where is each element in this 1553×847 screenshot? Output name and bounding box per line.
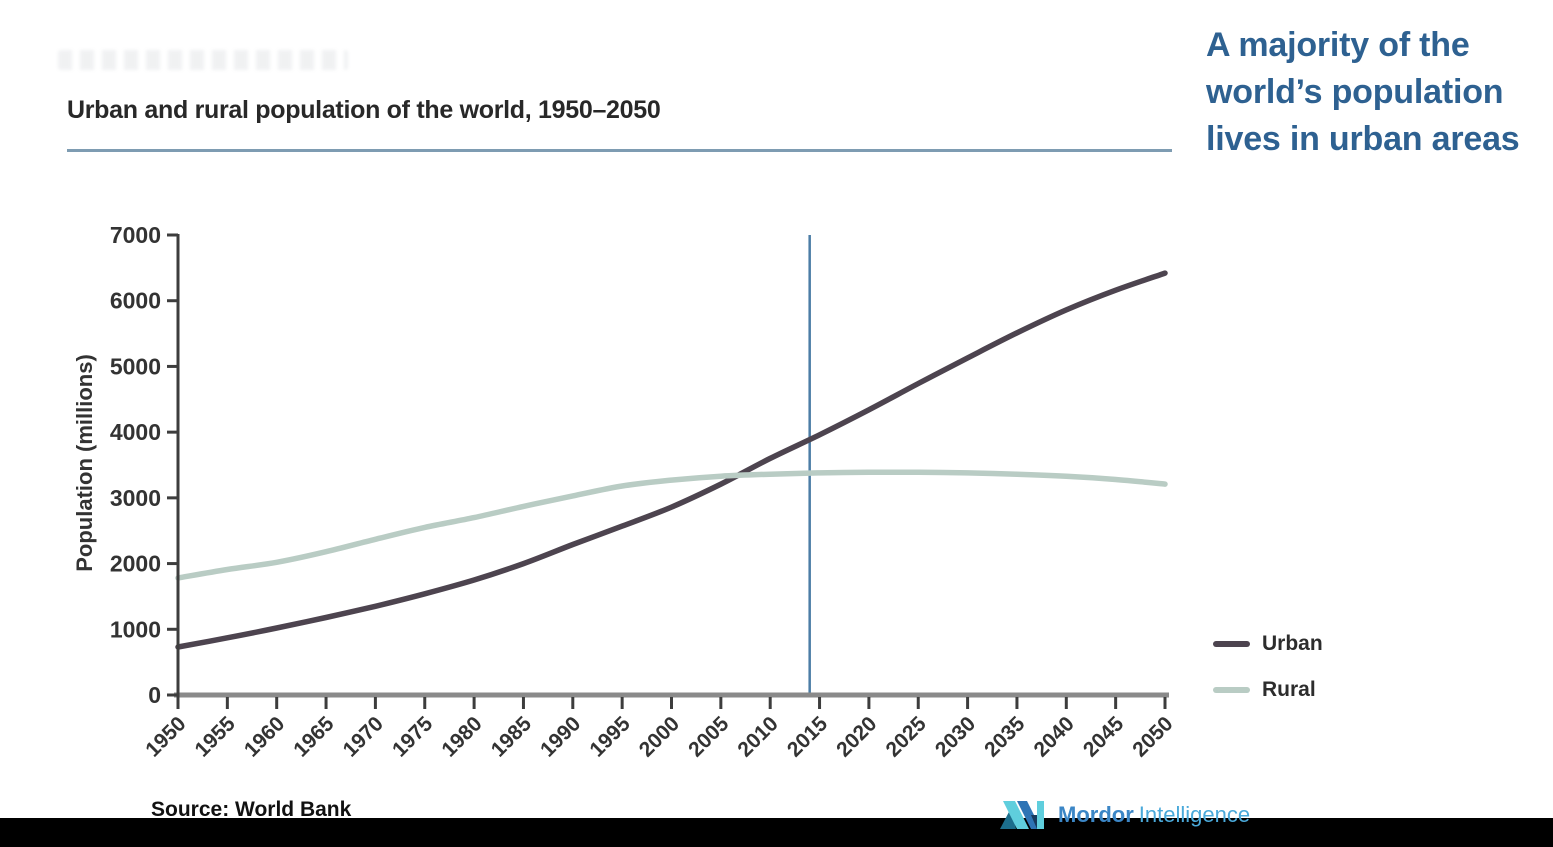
rural-line bbox=[175, 469, 1168, 581]
y-tick-label: 3000 bbox=[110, 485, 161, 511]
x-tick-label: 1950 bbox=[141, 712, 190, 761]
x-tick-label: 1960 bbox=[240, 712, 289, 761]
x-tick-label: 1975 bbox=[388, 712, 438, 762]
x-tick-label: 1965 bbox=[289, 712, 339, 762]
y-tick-label: 2000 bbox=[110, 551, 161, 577]
x-tick-label: 1995 bbox=[585, 712, 635, 762]
faint-ghost-text bbox=[58, 50, 348, 70]
x-tick-label: 2025 bbox=[882, 712, 932, 762]
y-tick-label: 7000 bbox=[110, 222, 161, 248]
brand-name-secondary: Intelligence bbox=[1138, 802, 1251, 827]
rural-line-swatch bbox=[1213, 687, 1250, 693]
x-tick-label: 2015 bbox=[783, 712, 833, 762]
x-tick-label: 1990 bbox=[536, 712, 585, 761]
y-tick-label: 0 bbox=[148, 682, 161, 708]
brand-logo: Mordor Intelligence bbox=[999, 801, 1250, 829]
chart-title: Urban and rural population of the world,… bbox=[67, 96, 661, 124]
x-tick-label: 1955 bbox=[191, 712, 241, 762]
y-tick-label: 6000 bbox=[110, 288, 161, 314]
y-tick-label: 1000 bbox=[110, 616, 161, 642]
y-tick-label: 5000 bbox=[110, 353, 161, 379]
mordor-intelligence-icon bbox=[1000, 801, 1044, 829]
urban-line bbox=[175, 270, 1168, 650]
headline-text: A majority of the world’s population liv… bbox=[1206, 26, 1520, 158]
x-tick-label: 2040 bbox=[1030, 712, 1079, 761]
x-tick-label: 2005 bbox=[684, 712, 734, 762]
x-tick-label: 2010 bbox=[733, 712, 782, 761]
x-tick-label: 1970 bbox=[339, 712, 388, 761]
x-tick-label: 2030 bbox=[931, 712, 980, 761]
legend-item-urban: Urban bbox=[1213, 630, 1323, 658]
legend: Urban Rural bbox=[1213, 630, 1323, 722]
legend-label-urban: Urban bbox=[1262, 632, 1323, 655]
bottom-black-bar bbox=[0, 818, 1553, 847]
x-tick-label: 2020 bbox=[832, 712, 881, 761]
source-note: Source: World Bank bbox=[151, 798, 352, 821]
legend-item-rural: Rural bbox=[1213, 676, 1323, 704]
y-tick-label: 4000 bbox=[110, 419, 161, 445]
x-tick-label: 2035 bbox=[980, 712, 1030, 762]
x-tick-label: 1980 bbox=[437, 712, 486, 761]
x-tick-label: 1985 bbox=[487, 712, 537, 762]
x-tick-label: 2050 bbox=[1128, 712, 1177, 761]
x-tick-label: 2000 bbox=[635, 712, 684, 761]
title-underline bbox=[67, 149, 1172, 152]
legend-label-rural: Rural bbox=[1262, 678, 1316, 701]
x-tick-label: 2045 bbox=[1079, 712, 1129, 762]
brand-name-primary: Mordor bbox=[1058, 802, 1134, 827]
urban-line-swatch bbox=[1213, 641, 1250, 647]
